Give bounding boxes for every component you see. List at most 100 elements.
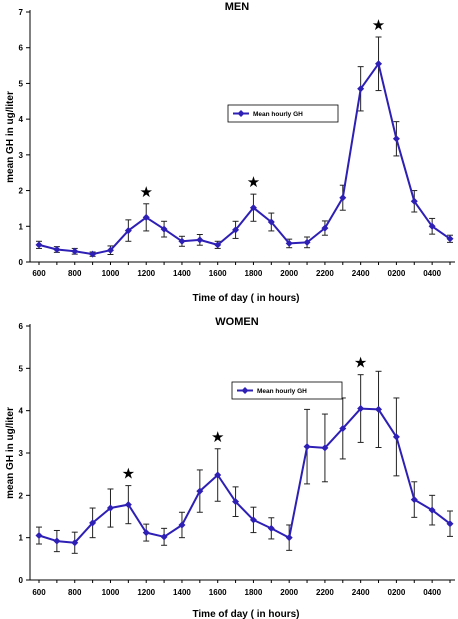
- y-tick-label: 3: [19, 449, 24, 458]
- series-line: [38, 62, 451, 256]
- legend-marker: [241, 387, 249, 394]
- data-point: [35, 241, 43, 249]
- y-axis-label: mean GH in ug/liter: [5, 91, 16, 183]
- legend-label: Mean hourly GH: [253, 111, 303, 118]
- y-axis-label: mean GH in ug/liter: [5, 407, 16, 499]
- x-tick-label: 1000: [102, 269, 120, 278]
- x-tick-label: 0200: [388, 269, 406, 278]
- data-point: [142, 213, 150, 221]
- x-tick-label: 1400: [173, 269, 191, 278]
- x-tick-label: 0400: [423, 269, 441, 278]
- data-point: [446, 235, 454, 243]
- data-point: [35, 532, 43, 540]
- x-tick-label: 600: [32, 588, 46, 597]
- y-tick-label: 1: [19, 534, 24, 543]
- data-point: [321, 444, 329, 452]
- x-tick-label: 2000: [280, 269, 298, 278]
- data-point: [428, 222, 436, 230]
- x-tick-label: 2200: [316, 588, 334, 597]
- legend-label: Mean hourly GH: [257, 388, 307, 395]
- y-tick-label: 1: [19, 222, 24, 231]
- data-point: [178, 237, 186, 245]
- x-tick-label: 1600: [209, 269, 227, 278]
- data-point: [53, 246, 61, 253]
- data-point: [142, 529, 150, 537]
- data-point: [124, 227, 132, 235]
- data-point: [392, 135, 400, 143]
- chart-women: WOMEN mean GH in ug/liter Time of day ( in…: [5, 316, 455, 619]
- x-tick-label: 0400: [423, 588, 441, 597]
- x-tick-label: 1200: [137, 269, 155, 278]
- y-tick-label: 2: [19, 187, 24, 196]
- data-point: [89, 250, 97, 258]
- data-point: [214, 471, 222, 479]
- y-tick-label: 5: [19, 79, 24, 88]
- x-axis-label: Time of day ( in hours): [192, 609, 299, 619]
- data-point: [428, 506, 436, 514]
- y-tick-label: 4: [19, 115, 24, 124]
- significance-star: ★: [139, 183, 152, 201]
- y-tick-label: 4: [19, 407, 24, 416]
- x-tick-label: 2400: [352, 269, 370, 278]
- y-tick-label: 6: [19, 322, 24, 331]
- data-point: [53, 537, 61, 545]
- x-tick-label: 600: [32, 269, 46, 278]
- data-point: [71, 247, 79, 255]
- significance-star: ★: [247, 173, 260, 191]
- x-tick-label: 2200: [316, 269, 334, 278]
- data-point: [410, 496, 418, 504]
- data-point: [339, 194, 347, 202]
- data-point: [160, 225, 168, 233]
- chart-title: MEN: [225, 1, 250, 13]
- y-tick-label: 0: [19, 258, 24, 267]
- legend-box: [231, 381, 343, 400]
- data-point: [106, 504, 114, 512]
- data-point: [267, 524, 275, 532]
- x-tick-label: 1800: [245, 269, 263, 278]
- data-point: [446, 520, 454, 528]
- x-tick-label: 1400: [173, 588, 191, 597]
- data-point: [214, 241, 222, 249]
- significance-star: ★: [122, 465, 135, 483]
- data-point: [339, 424, 347, 432]
- chart-men: MEN mean GH in ug/liter Time of day ( in h…: [5, 1, 455, 304]
- x-tick-label: 1200: [137, 588, 155, 597]
- y-tick-label: 5: [19, 364, 24, 373]
- data-point: [285, 239, 293, 247]
- data-point: [196, 236, 204, 244]
- y-tick-label: 6: [19, 44, 24, 53]
- data-point: [196, 487, 204, 495]
- data-point: [392, 433, 400, 441]
- data-point: [303, 443, 311, 451]
- significance-star: ★: [372, 16, 385, 34]
- data-point: [357, 85, 365, 93]
- data-point: [160, 533, 168, 541]
- x-tick-label: 1600: [209, 588, 227, 597]
- x-tick-label: 1800: [245, 588, 263, 597]
- data-point: [71, 539, 79, 547]
- y-tick-label: 0: [19, 576, 24, 585]
- legend-box: [227, 104, 339, 123]
- data-point: [178, 521, 186, 529]
- data-point: [89, 519, 97, 527]
- data-point: [249, 204, 257, 212]
- x-axis-label: Time of day ( in hours): [192, 293, 299, 304]
- x-tick-label: 800: [68, 269, 82, 278]
- x-tick-label: 800: [68, 588, 82, 597]
- x-tick-label: 2400: [352, 588, 370, 597]
- data-point: [285, 534, 293, 542]
- data-point: [267, 218, 275, 226]
- x-tick-label: 2000: [280, 588, 298, 597]
- data-point: [321, 224, 329, 232]
- data-point: [249, 516, 257, 524]
- y-tick-label: 2: [19, 491, 24, 500]
- series-line: [38, 407, 451, 544]
- data-point: [357, 405, 365, 413]
- x-tick-label: 0200: [388, 588, 406, 597]
- legend-marker: [237, 110, 245, 117]
- chart-title: WOMEN: [215, 316, 258, 328]
- y-tick-label: 7: [19, 8, 24, 17]
- data-point: [410, 197, 418, 205]
- y-tick-label: 3: [19, 151, 24, 160]
